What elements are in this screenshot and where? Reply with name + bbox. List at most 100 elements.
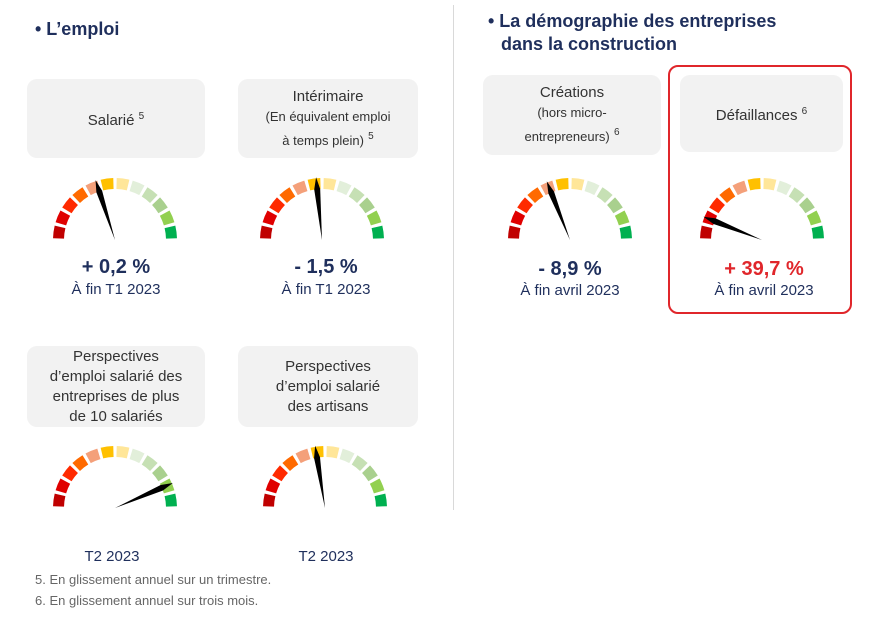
gauge-segment [700,225,713,239]
label: Perspectives [285,357,371,375]
gauge-segment [269,197,285,214]
gauge-segment [85,448,101,464]
gauge-segment [152,465,168,482]
period-salarie: À fin T1 2023 [71,281,161,298]
gauge-segment [72,455,89,471]
gauge-segment [164,225,177,239]
label-3: entreprises de plus [52,387,180,405]
value-salarie: + 0,2 % [81,256,151,278]
gauge-segment [571,178,585,191]
gauge-segment [260,225,273,239]
footnote-ref: 5 [368,130,374,142]
gauge-segment [295,448,311,464]
gauge-segment [776,180,792,196]
gauge-segment [129,180,145,196]
gauge-segment [323,178,337,191]
gauge-needle [314,445,325,508]
gauge-segment [263,493,276,507]
gauge-segment [72,187,89,203]
gauge-segment [348,187,365,203]
period-creations: À fin avril 2023 [520,282,620,299]
gauge-segment [265,478,281,494]
highlight-frame [668,65,852,314]
gauge-segment [369,478,385,494]
period-interimaire: À fin T1 2023 [281,281,371,298]
footnote-ref: 6 [801,105,808,117]
label-2: (hors micro- [537,105,607,120]
divider [453,5,454,510]
card-interimaire: Intérimaire (En équivalent emploi à temps … [238,79,418,158]
gauge [260,177,384,240]
card-perspectives-artisans: Perspectives d’emploi salarié des artisans [238,346,418,427]
gauge [53,446,177,508]
gauge-segment [788,187,805,203]
footnote-ref: 5 [138,110,145,122]
gauge-segment [371,225,384,239]
gauge-segment [272,465,288,482]
footnote-5: 5. En glissement annuel sur un trimestre… [35,572,272,587]
value-creations: - 8,9 % [538,258,602,280]
title-line-2: dans la construction [501,34,678,54]
label: Intérimaire [292,87,364,105]
label-4: de 10 salariés [69,407,163,425]
gauge-segment [62,197,78,214]
gauge-segment [116,178,130,191]
gauge-segment [362,465,378,482]
gauge-segment [55,210,71,226]
label: Salarié [87,111,135,129]
period-defaillances: À fin avril 2023 [714,282,814,299]
gauge-needle [314,177,322,240]
gauge-segment [619,225,632,239]
gauge-segment [584,180,600,196]
gauge-segment [607,197,623,214]
footnote-ref: 6 [613,127,620,138]
gauge [263,445,387,508]
title-line-1: • La démographie des entreprises [488,11,777,31]
gauge-segment [351,455,368,471]
gauge-segment [510,210,526,226]
gauge-segment [129,448,145,464]
gauge-needle [703,216,762,240]
gauge [508,178,632,240]
label-3: à temps plein) [282,132,364,148]
gauge-segment [53,493,66,507]
gauge-segment [53,225,66,239]
label: Défaillances [715,106,798,124]
gauge-segment [339,448,355,464]
gauge-segment [709,197,725,214]
gauge-needle [95,180,115,240]
gauge-segment [152,197,168,214]
gauge-segment [282,455,299,471]
gauge-needle [546,181,570,240]
gauge-segment [763,178,777,191]
gauge-segment [326,446,340,459]
gauge-segment [262,210,278,226]
gauge-segment [62,465,78,482]
period-perspectives-entreprises: T2 2023 [84,548,140,565]
label-2: d’emploi salarié des [49,367,183,385]
gauge-segment [719,187,736,203]
gauge-segment [100,178,114,191]
card-perspectives-entreprises: Perspectives d’emploi salarié des entrepri… [27,346,205,427]
label-3: des artisans [287,397,369,415]
gauge [53,178,177,240]
gauge [700,178,824,240]
gauge-segment [292,180,308,196]
gauge-segment [614,210,630,226]
gauge-segment [806,210,822,226]
gauge-segment [141,187,158,203]
gauge-segment [366,210,382,226]
period-perspectives-artisans: T2 2023 [298,548,354,565]
gauge-segment [100,446,114,459]
footnote-6: 6. En glissement annuel sur trois mois. [35,593,259,608]
gauge-segment [747,178,761,191]
gauge-segment [359,197,375,214]
label: Perspectives [73,347,159,365]
label: Créations [539,84,605,101]
section-title-emploi: • L’emploi [35,19,120,39]
gauge-segment [517,197,533,214]
label-2: d’emploi salarié [275,377,381,395]
label-3: entrepreneurs) [524,129,610,144]
gauge-segment [508,225,521,239]
card-salarie: Salarié 5 [27,79,205,158]
